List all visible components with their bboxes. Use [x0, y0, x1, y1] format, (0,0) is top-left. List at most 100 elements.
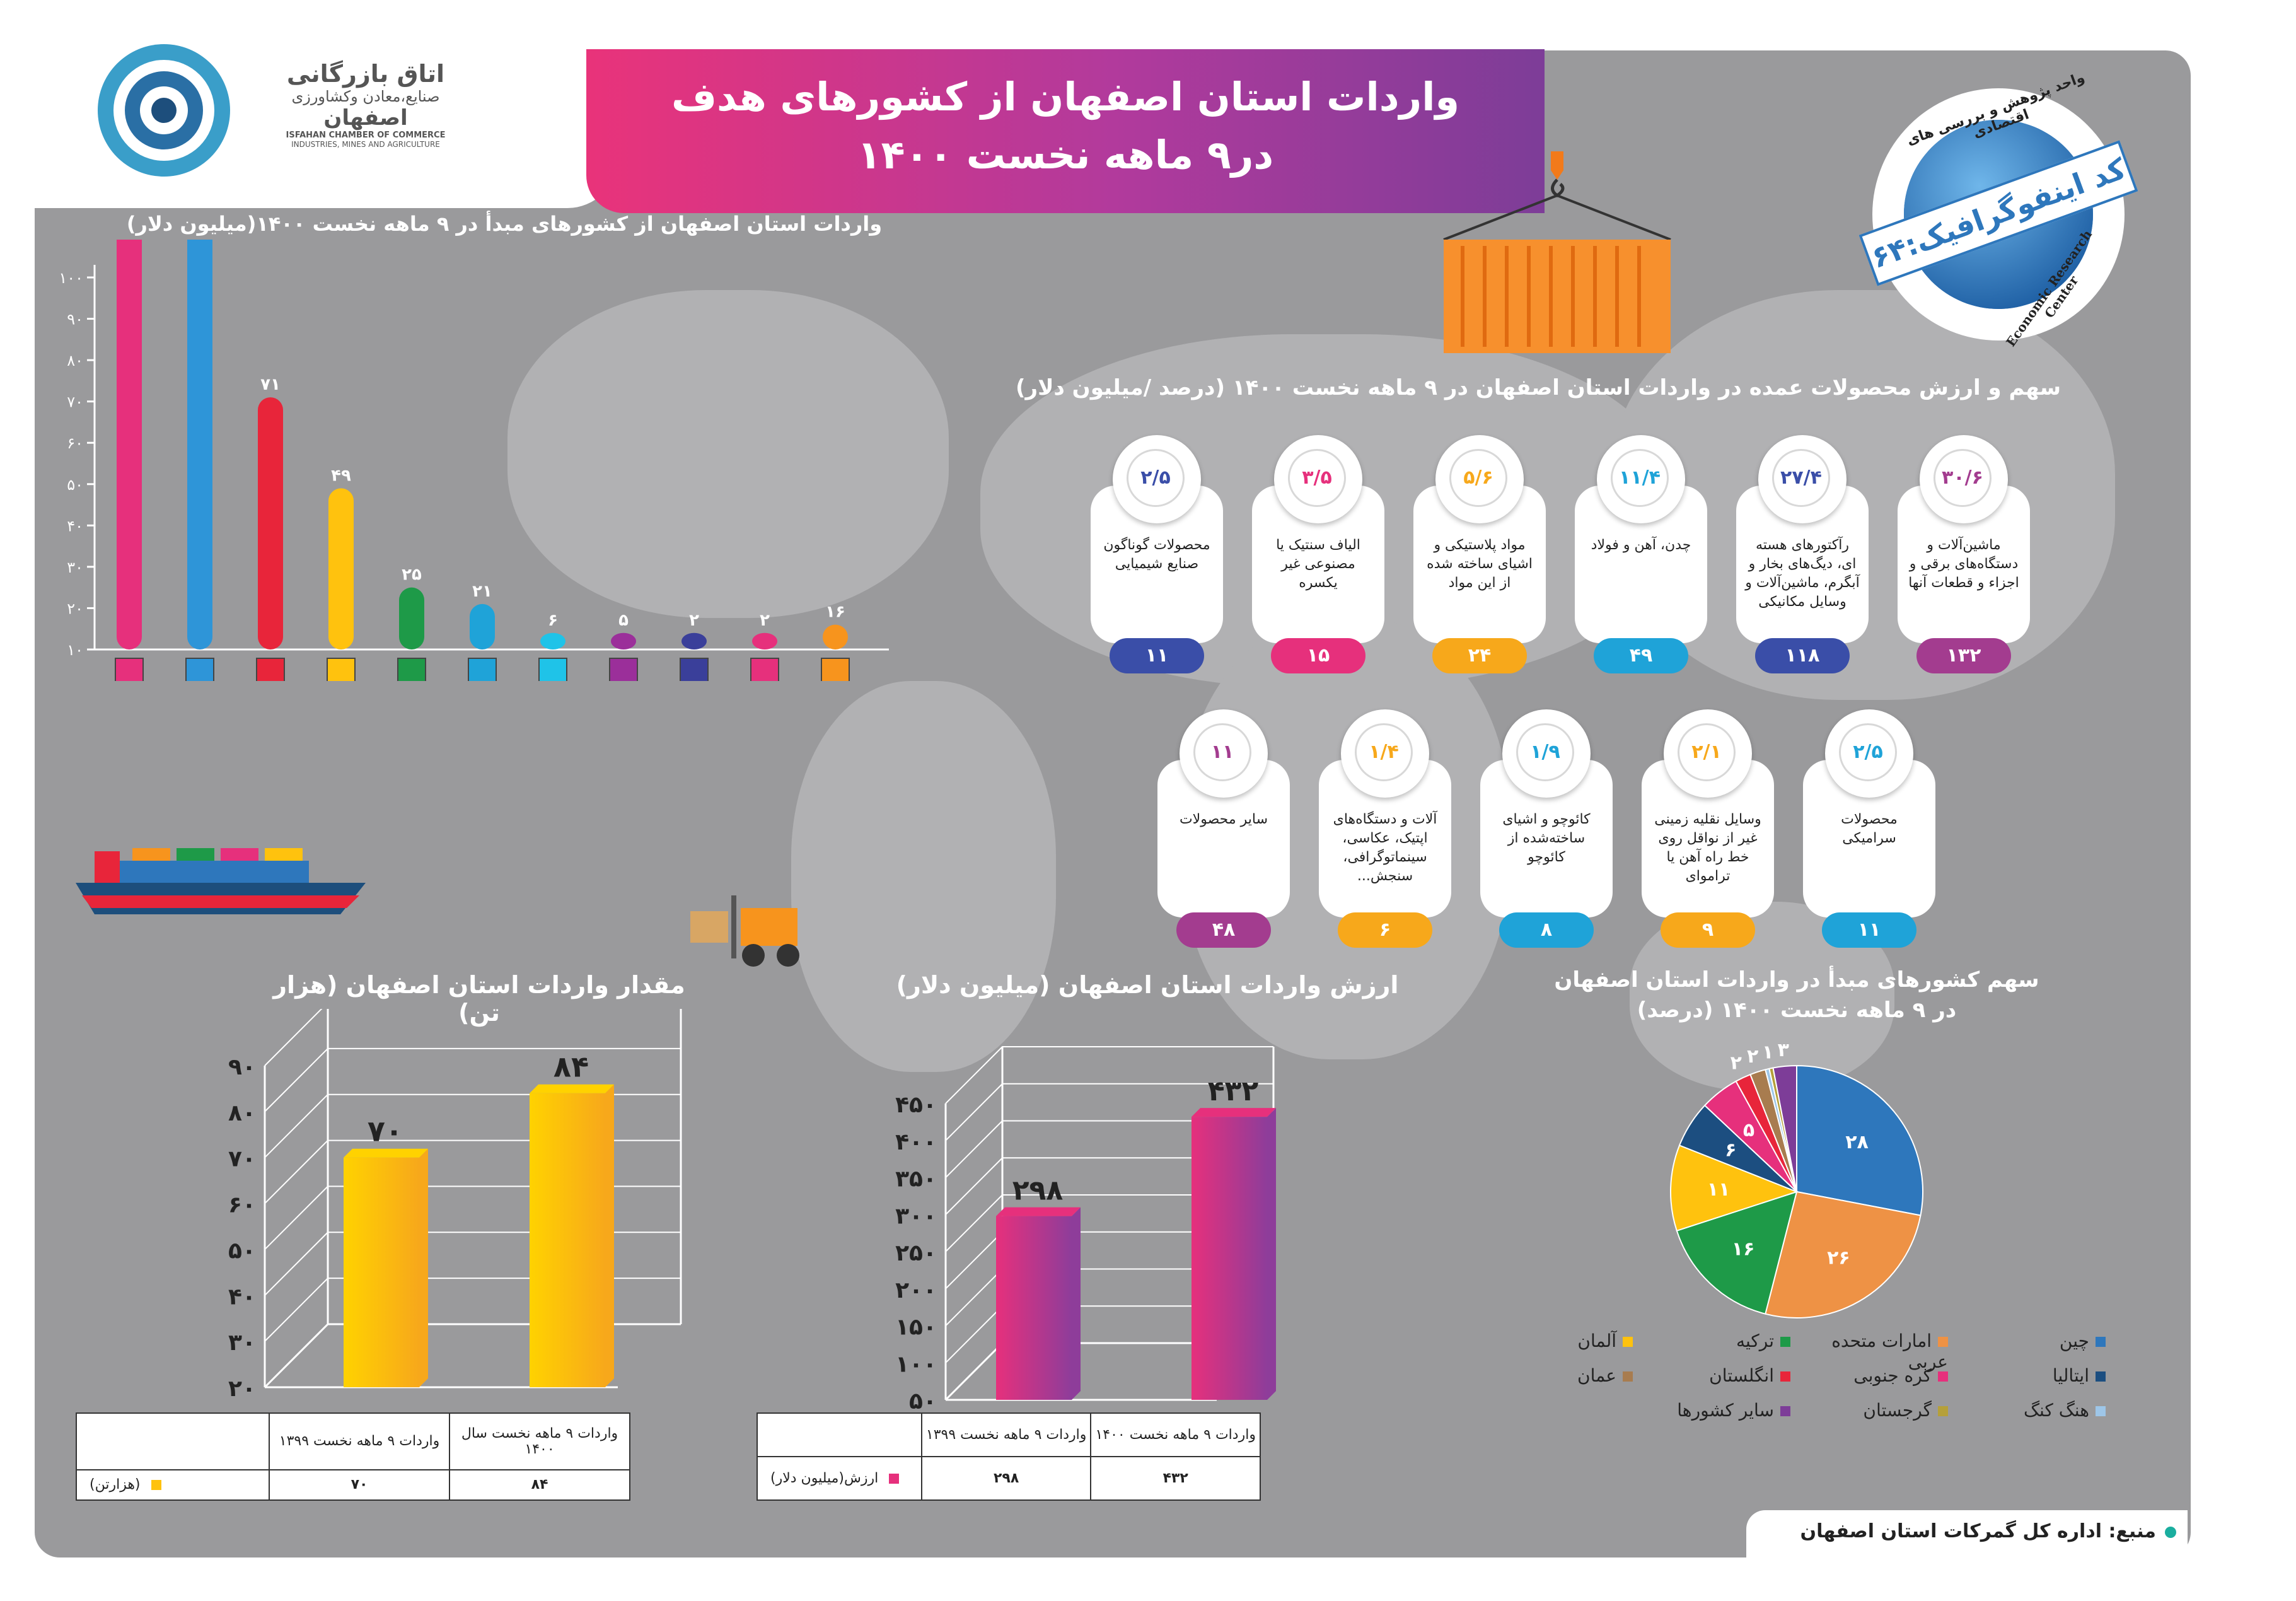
product-share-circle: ۲/۵ [1113, 435, 1201, 523]
country-chart-title: واردات استان اصفهان از کشورهای مبدأ در ۹… [126, 212, 883, 236]
product-share-circle: ۳۰/۶ [1920, 435, 2008, 523]
bar-value-label: ۲۹۸ [1012, 1175, 1064, 1207]
y-tick-label: ۱۵۰ [895, 1315, 937, 1341]
value-legend-label: ارزش(میلیون دلار) [770, 1470, 879, 1486]
country-bar-chart: ۱۰۲۰۳۰۴۰۵۰۶۰۷۰۸۰۹۰۱۰۰۱۲۲چین۱۱۳اماراتمتحد… [59, 240, 889, 681]
product-card: ۱۱ سایر محصولات ۴۸ [1157, 709, 1290, 948]
pie-legend-item: هنگ کنگ [1954, 1400, 2106, 1421]
logo-area: اتاق بازرگانی صنایع،معادن وکشاورزی اصفها… [0, 0, 618, 208]
country-bar-value: ۲ [760, 611, 770, 630]
map-shape [791, 681, 1056, 1072]
product-card: ۱۱/۴ چدن، آهن و فولاد ۴۹ [1575, 435, 1707, 673]
y-tick-label: ۴۰ [67, 517, 83, 535]
y-tick-label: ۳۰۰ [895, 1203, 937, 1229]
country-flag-icon [468, 658, 497, 681]
pie-slice-label: ۶ [1725, 1139, 1736, 1161]
product-share-pct: ۲۷/۴ [1772, 449, 1830, 507]
country-bar [681, 632, 707, 649]
country-bar [752, 632, 777, 649]
country-bar-value: ۱۶ [825, 603, 845, 622]
y-tick-label: ۳۵۰ [895, 1167, 937, 1192]
product-value-pill: ۲۴ [1432, 638, 1527, 673]
country-flag-icon [397, 658, 426, 681]
pie-slice-label: ۲ [1731, 1052, 1742, 1074]
bar-side [1072, 1207, 1081, 1400]
grid-line [945, 1083, 1273, 1141]
country-bar-value: ۲۵ [402, 566, 422, 585]
infographic-badge: واحد پژوهش و بررسی های اقتصادی کد اینفوگ… [1858, 70, 2138, 349]
y-tick-label: ۴۵۰ [895, 1092, 937, 1118]
country-bar [328, 488, 354, 649]
product-share-pct: ۵/۶ [1449, 449, 1507, 507]
y-tick-label: ۲۰۰ [895, 1278, 937, 1303]
product-name: آلات و دستگاه‌های اپتیک، عکاسی، سینماتوگ… [1333, 812, 1437, 884]
grid-line [945, 1157, 1273, 1215]
country-bar-value: ۴۹ [331, 466, 351, 485]
legend-swatch [2096, 1337, 2106, 1347]
y-tick-label: ۲۰ [67, 600, 83, 617]
country-flag-icon [327, 658, 356, 681]
product-value-pill: ۶ [1338, 912, 1432, 948]
volume-bar-chart: ۲۰ ۳۰ ۴۰ ۵۰ ۶۰ ۷۰ ۸۰ ۹۰ ۷۰ ۸۴ [228, 1009, 682, 1402]
product-name: الیاف سنتیک یا مصنوعی غیر یکسره [1276, 537, 1360, 591]
product-value-pill: ۱۱ [1110, 638, 1204, 673]
pie-slice-label: ۲ [1747, 1045, 1758, 1068]
y-tick-label: ۸۰ [67, 352, 83, 370]
value-table: واردات ۹ ماهه نخست ۱۳۹۹ واردات ۹ ماهه نخ… [757, 1412, 1261, 1501]
pie-legend-item: ایتالیا [1954, 1365, 2106, 1386]
legend-swatch [1623, 1337, 1633, 1347]
legend-swatch [1780, 1371, 1790, 1382]
pie-title-line1: سهم کشورهای مبدأ در واردات استان اصفهان [1554, 967, 2039, 993]
volume-bar [530, 1093, 605, 1387]
product-card: ۲/۵ محصولات گوناگون صنایع شیمیایی ۱۱ [1091, 435, 1223, 673]
pie-legend-item: امارات متحده عربی [1797, 1330, 1948, 1372]
product-share-pct: ۲/۵ [1127, 449, 1185, 507]
container-crane-icon [1443, 151, 1671, 353]
pie-slice-label: ۱۱ [1707, 1179, 1731, 1201]
volume-legend-label: (هزارتن) [90, 1477, 141, 1493]
country-flag-icon [256, 658, 285, 681]
legend-swatch [1780, 1406, 1790, 1416]
volume-bar [996, 1216, 1072, 1400]
bar-side [605, 1084, 614, 1387]
product-name: محصولات گوناگون صنایع شیمیایی [1103, 537, 1210, 572]
legend-swatch [1938, 1406, 1948, 1416]
country-bar-value: ۲ [689, 611, 699, 630]
product-value-pill: ۱۵ [1271, 638, 1365, 673]
product-card: ۵/۶ مواد پلاستیکی و اشیای ساخته شده از ای… [1413, 435, 1546, 673]
country-bar [540, 632, 565, 649]
chart-floor [264, 1323, 681, 1389]
logo-text: اتاق بازرگانی صنایع،معادن وکشاورزی اصفها… [265, 60, 467, 149]
y-tick-label: ۷۰ [67, 393, 83, 411]
logo-city: اصفهان [323, 105, 408, 131]
country-flag-icon [185, 658, 214, 681]
pie-legend: چین امارات متحده عربی ترکیه آلمان ایتالیا کره… [1475, 1330, 2106, 1457]
product-card: ۲/۵ محصولات سرامیکی ۱۱ [1803, 709, 1935, 948]
pie-legend-item: سایر کشورها [1639, 1400, 1790, 1421]
grid-line [264, 1047, 681, 1112]
y-tick-label: ۶۰ [67, 434, 83, 452]
y-tick-label: ۲۵۰ [895, 1240, 937, 1266]
pie-slice-label: ۲۶ [1827, 1247, 1850, 1269]
products-title: سهم و ارزش محصولات عمده در واردات استان … [1015, 375, 2061, 400]
y-tick-label: ۳۰ [228, 1330, 256, 1356]
product-share-pct: ۳/۵ [1288, 449, 1346, 507]
logo-en-line1: ISFAHAN CHAMBER OF COMMERCE [286, 131, 446, 140]
legend-label: ترکیه [1736, 1330, 1774, 1351]
product-value-pill: ۴۹ [1594, 638, 1688, 673]
legend-swatch [1938, 1337, 1948, 1347]
product-share-circle: ۳/۵ [1274, 435, 1362, 523]
product-name: وسایل نقلیه زمینی غیر از نواقل روی خط را… [1654, 812, 1761, 884]
product-share-pct: ۲/۱ [1678, 723, 1736, 781]
value-value-2021: ۴۳۲ [1090, 1456, 1261, 1501]
volume-legend-swatch [151, 1480, 161, 1491]
legend-swatch [2096, 1406, 2106, 1416]
pie-legend-item: چین [1954, 1330, 2106, 1351]
bar-value-label: ۷۰ [368, 1114, 403, 1148]
y-tick-label: ۵۰ [67, 476, 83, 494]
title-banner: واردات استان اصفهان از کشورهای هدف در۹ م… [586, 49, 1545, 213]
product-name: رآکتورهای هسته ای، دیگ‌های بخار و آبگرم،… [1745, 537, 1860, 610]
country-flag-icon [680, 658, 709, 681]
volume-value-2021: ۸۴ [449, 1469, 630, 1501]
product-value-pill: ۹ [1661, 912, 1755, 948]
